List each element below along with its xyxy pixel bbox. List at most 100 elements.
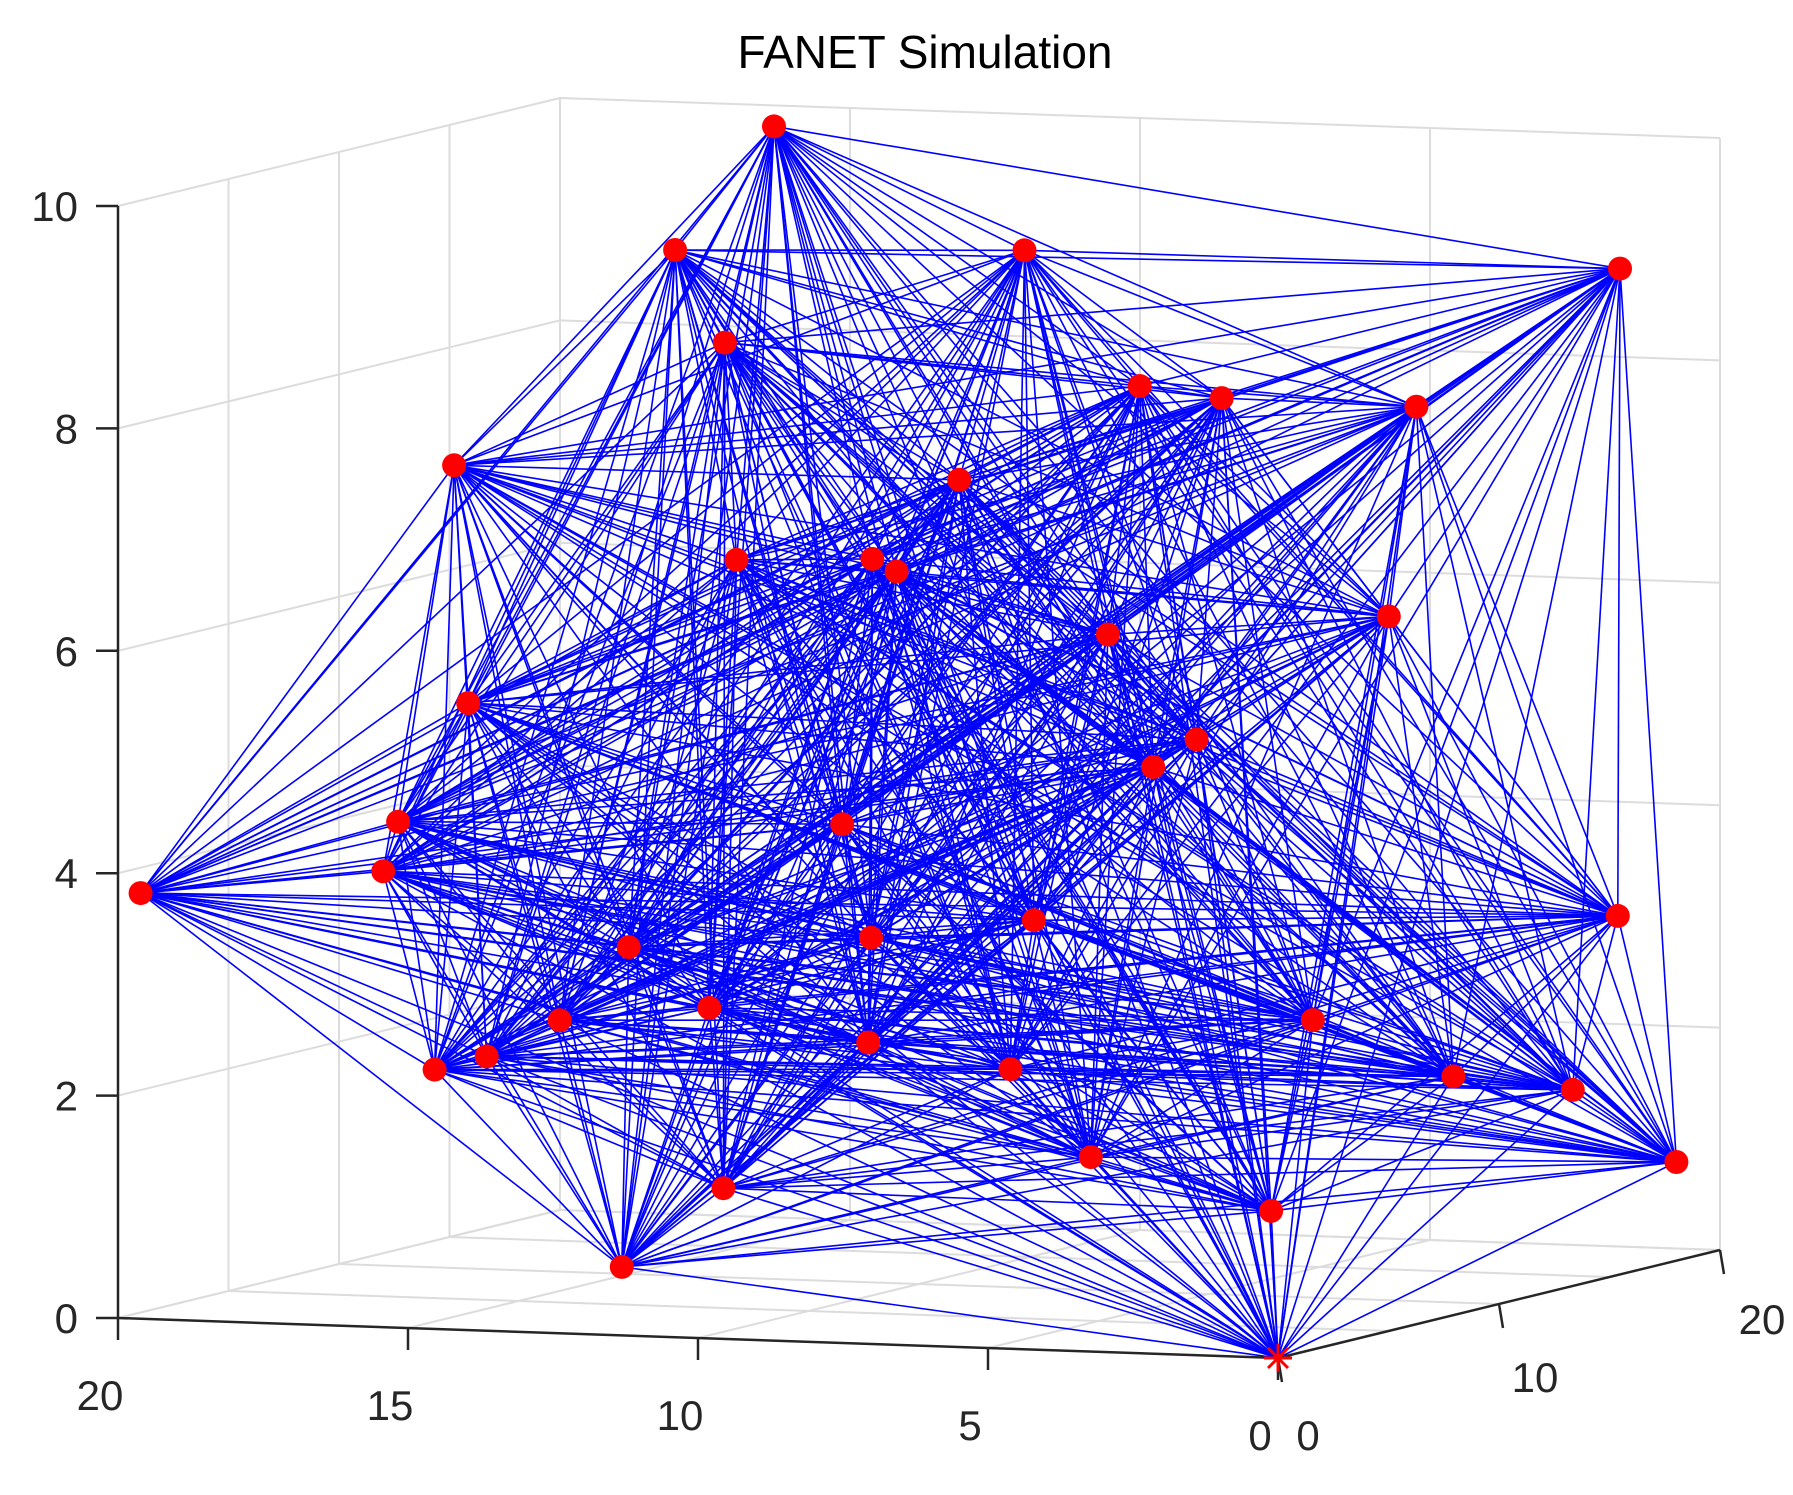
link-line [1152, 268, 1621, 768]
link-line [453, 464, 897, 573]
link-line [723, 1156, 1091, 1189]
uav-node [371, 859, 396, 884]
link-line [1139, 385, 1222, 399]
axis-layer [96, 204, 1726, 1383]
gridline-back-right-horizontal [559, 319, 1721, 362]
link-line [1107, 615, 1389, 636]
link-line-base-station [1277, 1020, 1314, 1359]
link-line [382, 405, 1417, 873]
link-line [1023, 250, 1198, 740]
link-line-base-station [559, 1019, 1279, 1359]
link-line [1572, 268, 1621, 1090]
link-line [1033, 397, 1223, 921]
link-line [708, 406, 1417, 1009]
link-line [871, 558, 1454, 1077]
link-line [870, 250, 1026, 938]
link-line [397, 615, 1389, 823]
link-line [628, 615, 1390, 948]
link-line [736, 559, 1677, 1163]
link-line [453, 465, 725, 1189]
link-line [139, 464, 455, 894]
link-line [773, 125, 1025, 252]
uav-node [724, 547, 749, 572]
uav-node [386, 809, 411, 834]
link-line [627, 559, 738, 948]
uav-node [1605, 903, 1630, 928]
link-line [486, 1055, 1091, 1158]
link-line [1010, 1068, 1454, 1078]
link-line [724, 342, 738, 560]
link-line [485, 559, 738, 1057]
link-line [1220, 397, 1455, 1077]
gridline-back-left-horizontal [117, 541, 561, 652]
link-line [628, 406, 1417, 948]
link-line [559, 946, 630, 1021]
link-line [559, 1019, 1272, 1212]
link-line [724, 342, 898, 572]
link-line [1152, 766, 1314, 1021]
link-line-base-station [867, 1041, 1279, 1359]
link-line [722, 559, 738, 1189]
z-tick-label: 8 [55, 405, 78, 452]
link-line [453, 464, 843, 825]
uav-node [859, 925, 883, 950]
link-line-base-station [1277, 915, 1619, 1359]
link-line [868, 1041, 1454, 1078]
link-line [1138, 385, 1455, 1077]
link-line [867, 615, 1390, 1044]
link-line [724, 341, 960, 481]
uav-node [1184, 727, 1209, 752]
link-line [842, 766, 1154, 825]
uav-node [998, 1057, 1023, 1082]
link-line [486, 1055, 1272, 1212]
link-line [397, 820, 1454, 1078]
link-line [621, 1041, 869, 1268]
link-line [841, 824, 869, 1043]
link-line [736, 559, 1574, 1091]
link-line [559, 936, 872, 1021]
z-tick-label: 2 [55, 1073, 78, 1120]
link-line-base-station [1033, 919, 1279, 1359]
uav-node [456, 691, 481, 716]
link-line [1152, 766, 1272, 1212]
link-line [1388, 616, 1678, 1163]
link-line [454, 464, 960, 481]
link-line [895, 571, 1035, 921]
link-line [434, 1069, 623, 1268]
uav-node [442, 453, 467, 478]
link-line [398, 766, 1154, 823]
link-line [1270, 1089, 1574, 1212]
link-line [434, 1041, 869, 1071]
link-line [1009, 250, 1026, 1070]
link-line [621, 1187, 724, 1268]
link-line [621, 1210, 1272, 1268]
link-line [453, 125, 775, 466]
link-line [1312, 406, 1418, 1021]
link-line [140, 820, 399, 894]
link-line [140, 342, 726, 894]
link-line [736, 397, 1222, 561]
link-line [722, 385, 1141, 1189]
link-line [724, 342, 869, 1043]
uav-node [1078, 1145, 1103, 1170]
link-line [872, 558, 1389, 618]
link-line [397, 249, 676, 823]
link-line-base-station [735, 559, 1279, 1359]
link-line [722, 937, 872, 1189]
link-line [486, 1055, 623, 1268]
link-line [736, 559, 1197, 741]
link-line [453, 267, 1621, 467]
link-line [382, 558, 873, 872]
link-line [871, 558, 1154, 768]
link-line-base-station [621, 1266, 1279, 1359]
link-line [140, 702, 469, 894]
link-line [467, 702, 623, 1268]
link-line [867, 1041, 1272, 1212]
link-line [1107, 634, 1272, 1212]
gridline-floor-y [228, 1290, 1389, 1332]
link-line [724, 341, 1417, 408]
link-line [1415, 406, 1619, 917]
link-line [621, 571, 898, 1268]
link-line [1009, 615, 1390, 1070]
link-line [453, 249, 676, 466]
